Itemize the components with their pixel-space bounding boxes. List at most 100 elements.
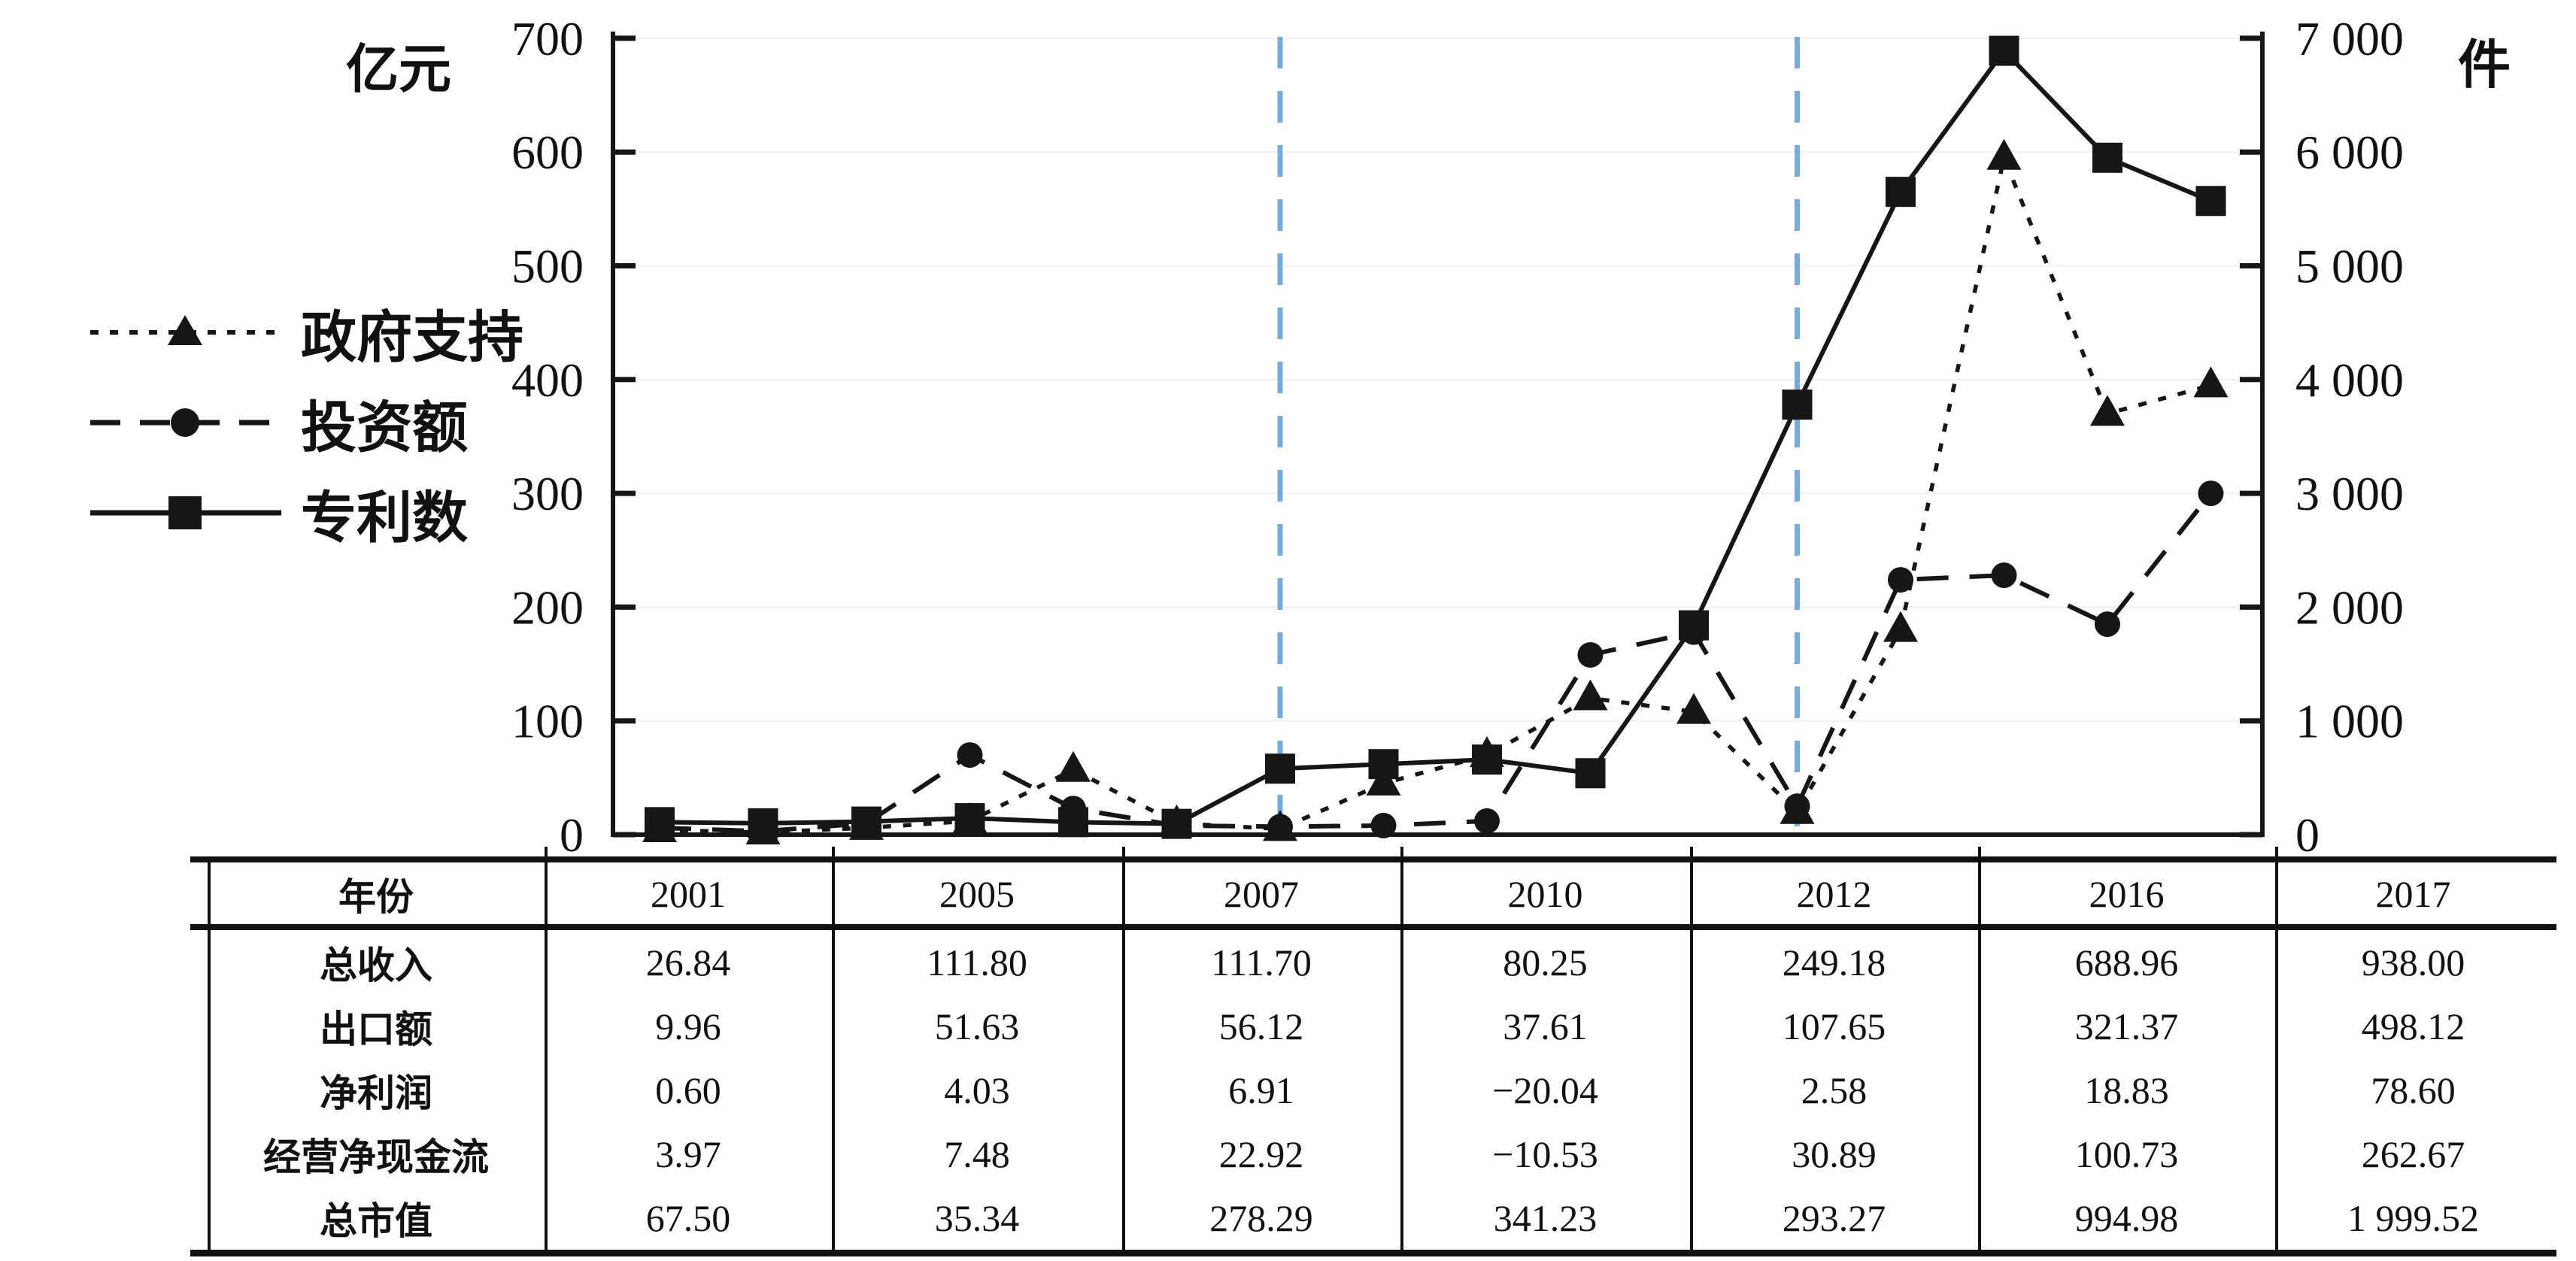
marker-circle	[1474, 808, 1500, 834]
table-cell-value: 994.98	[2074, 1196, 2179, 1239]
left-axis-tick-label: 300	[511, 467, 584, 520]
right-axis-unit-label: 件	[2458, 35, 2511, 94]
left-axis-tick-label: 200	[511, 580, 584, 634]
table-top-rule	[190, 856, 2556, 862]
table-cell-value: 293.27	[1782, 1196, 1886, 1239]
legend-item-gov-support: 政府支持	[89, 302, 523, 368]
data-table: 年份 2001 2005 2007 2010 2012 2016 2017 总收入 26.84 11…	[208, 863, 2551, 1250]
right-axis-tick-label: 1 000	[2295, 695, 2404, 748]
chart-legend: 政府支持 投资额 专利数	[89, 302, 523, 573]
marker-square	[1265, 753, 1295, 784]
marker-square	[1472, 744, 1502, 775]
table-column-separator	[1122, 847, 1125, 1254]
marker-circle	[1991, 562, 2017, 589]
table-row-label: 净利润	[320, 1072, 432, 1114]
marker-triangle	[1883, 611, 1918, 642]
table-bottom-rule	[190, 1250, 2556, 1256]
legend-item-investment: 投资额	[89, 393, 523, 459]
table-column-separator	[1690, 847, 1693, 1254]
table-header-rule	[190, 924, 2556, 930]
table-cell-value: 51.63	[934, 1005, 1020, 1047]
table-header-year-label: 年份	[338, 875, 414, 918]
table-cell-value: 80.25	[1503, 941, 1588, 984]
table-cell-value: 0.60	[655, 1069, 721, 1111]
right-axis-tick-label: 5 000	[2295, 240, 2404, 293]
legend-label: 专利数	[301, 486, 468, 549]
series-line-triangle	[659, 150, 2212, 835]
table-cell-value: 938.00	[2361, 941, 2465, 984]
table-cell-value: 249.18	[1782, 941, 1886, 984]
marker-square	[1679, 610, 1709, 641]
table-cell-value: 6.91	[1228, 1069, 1294, 1111]
table-header-year-2001: 2001	[651, 872, 726, 915]
right-axis-tick-label: 4 000	[2295, 353, 2404, 407]
table-header-year-2010: 2010	[1507, 872, 1583, 915]
table-cell-value: 111.70	[1211, 941, 1312, 984]
marker-triangle	[2090, 395, 2125, 426]
table-column-separator	[1400, 847, 1403, 1254]
right-axis-tick-label: 6 000	[2295, 126, 2404, 179]
series-line-square	[659, 47, 2212, 826]
table-column-separator	[545, 847, 548, 1254]
marker-circle	[2095, 611, 2120, 638]
table-cell-value: 498.12	[2361, 1005, 2465, 1047]
table-cell-value: 78.60	[2371, 1069, 2456, 1111]
marker-square	[1058, 807, 1088, 838]
legend-label: 政府支持	[301, 305, 523, 368]
table-column-separator	[208, 856, 211, 1254]
marker-triangle	[1676, 693, 1711, 724]
dual-axis-line-chart: 700 600 500 400 300 200 100 0 7 000 6 000 5 000 4 0…	[511, 12, 2404, 857]
left-axis-tick-label: 400	[511, 353, 584, 407]
table-cell-value: 2.58	[1801, 1069, 1868, 1111]
table-cell-value: 107.65	[1782, 1005, 1886, 1047]
marker-triangle	[1366, 764, 1401, 796]
marker-square	[954, 803, 985, 834]
dashed-circle-line-icon	[90, 408, 281, 437]
solid-square-line-icon	[90, 496, 281, 529]
table-row-label: 总收入	[320, 944, 432, 987]
series-line-circle	[659, 492, 2213, 834]
left-axis-tick-label: 500	[511, 240, 584, 293]
table-column-separator	[2275, 847, 2278, 1254]
right-axis-tick-label: 3 000	[2295, 467, 2404, 520]
legend-label: 投资额	[301, 396, 468, 459]
right-axis-tick-label: 7 000	[2295, 12, 2404, 65]
table-cell-value: 262.67	[2361, 1132, 2465, 1175]
right-axis-tick-label: 0	[2295, 808, 2320, 857]
marker-square	[1368, 749, 1399, 780]
left-axis-tick-label: 700	[511, 12, 584, 65]
marker-triangle	[1986, 138, 2022, 170]
marker-square	[645, 807, 675, 838]
table-cell-value: 111.80	[927, 941, 1027, 984]
table-row-label: 总市值	[320, 1199, 432, 1242]
marker-square	[1575, 758, 1606, 789]
table-cell-value: 26.84	[645, 941, 731, 984]
marker-square	[851, 806, 881, 837]
legend-item-patents: 专利数	[89, 483, 523, 549]
table-cell-value: 321.37	[2074, 1005, 2179, 1047]
marker-circle	[1370, 812, 1397, 838]
table-cell-value: 278.29	[1209, 1196, 1313, 1239]
table-cell-value: 100.73	[2074, 1132, 2179, 1175]
table-column-separator	[832, 847, 835, 1254]
table-cell-value: 56.12	[1218, 1005, 1304, 1047]
table-header-year-2007: 2007	[1224, 872, 1299, 915]
marker-circle	[1888, 567, 1913, 593]
table-header-year-2005: 2005	[939, 872, 1015, 915]
marker-square	[2092, 142, 2122, 173]
table-cell-value: 22.92	[1218, 1132, 1304, 1175]
marker-triangle	[1056, 750, 1091, 782]
table-cell-value: 37.61	[1503, 1005, 1588, 1047]
marker-triangle	[2193, 366, 2229, 398]
table-cell-value: 688.96	[2074, 941, 2179, 984]
marker-triangle	[1573, 679, 1608, 711]
marker-square	[2195, 186, 2226, 217]
left-axis-tick-label: 0	[560, 808, 584, 857]
left-axis-tick-label: 100	[511, 695, 584, 748]
table-cell-value: 30.89	[1792, 1132, 1877, 1175]
marker-circle	[957, 742, 983, 768]
left-axis-unit-label: 亿元	[346, 40, 451, 99]
table-cell-value: 9.96	[655, 1005, 721, 1047]
marker-square	[1989, 35, 2019, 66]
